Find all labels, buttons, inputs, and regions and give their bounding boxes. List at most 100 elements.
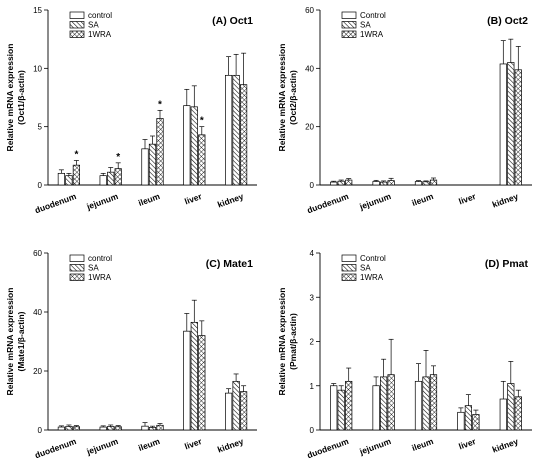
legend-entry: 1WRA (360, 273, 384, 282)
chart-title: (C) Mate1 (206, 258, 253, 270)
y-tick-label: 0 (38, 181, 43, 190)
bar-control-duodenum (330, 385, 338, 431)
chart-title: (A) Oct1 (212, 15, 253, 27)
legend-entry: control (88, 254, 112, 263)
bar-sa-liver (190, 321, 198, 431)
chart-title: (B) Oct2 (487, 15, 528, 27)
x-tick-label-liver: liver (457, 436, 478, 452)
bar-control-kidney (499, 398, 507, 431)
bar-sa-duodenum (65, 426, 73, 431)
bar-sa-jejunum (380, 376, 388, 431)
bar-1wra-kidney (514, 396, 522, 431)
x-tick-label-kidney: kidney (216, 436, 245, 455)
bar-control-liver (183, 105, 191, 186)
legend-swatch (341, 11, 357, 19)
bar-1wra-jejunum (387, 180, 395, 186)
bar-1wra-duodenum (345, 380, 353, 431)
bar-control-duodenum (330, 181, 338, 186)
bar-sa-duodenum (337, 389, 345, 431)
bar-control-kidney (225, 392, 233, 431)
bar-1wra-liver (472, 414, 480, 431)
y-tick-label: 20 (33, 367, 42, 376)
chart-title: (D) Pmat (485, 258, 529, 270)
chart-panel-4: 0 1 2 3 4 Relative mRNA expression (Pmat/β-act… (277, 249, 532, 460)
y-axis-label-sub: (Pmat/β-actin) (288, 313, 298, 370)
y-axis-label: Relative mRNA expression (5, 288, 15, 396)
bar-control-ileum (141, 148, 149, 186)
y-tick-label: 40 (305, 64, 314, 73)
legend-entry: 1WRA (88, 30, 112, 39)
x-tick-label-duodenum: duodenum (306, 436, 351, 460)
x-tick-label-liver: liver (183, 436, 204, 452)
y-tick-label: 0 (310, 181, 315, 190)
legend-swatch (341, 254, 357, 262)
legend-swatch (69, 11, 85, 19)
bar-control-jejunum (372, 385, 380, 431)
bar-1wra-liver (198, 134, 206, 186)
bar-1wra-ileum (429, 179, 438, 186)
legend-entry: SA (88, 264, 99, 273)
x-tick-label-jejunum: jejunum (84, 436, 119, 457)
bar-control-ileum (414, 181, 423, 186)
x-tick-label-ileum: ileum (137, 191, 162, 208)
legend-swatch (69, 254, 85, 262)
legend-entry: 1WRA (88, 273, 112, 282)
x-tick-label-kidney: kidney (216, 191, 245, 210)
bar-1wra-ileum (156, 424, 164, 431)
bar-sa-duodenum (337, 180, 345, 186)
bar-sa-ileum (422, 376, 430, 431)
bar-1wra-liver (198, 335, 206, 431)
legend-swatch (341, 264, 357, 272)
bar-1wra-duodenum (72, 164, 81, 186)
bar-sa-kidney (507, 383, 515, 431)
bar-sa-jejunum (107, 426, 115, 431)
bar-control-liver (183, 330, 191, 431)
bar-sa-kidney (507, 62, 515, 186)
bar-sa-liver (190, 106, 198, 186)
legend-entry: Control (360, 11, 386, 20)
x-tick-label-ileum: ileum (410, 436, 435, 453)
legend-swatch (69, 264, 85, 272)
y-tick-label: 1 (310, 382, 315, 391)
significance-marker: * (74, 150, 78, 161)
x-tick-label-duodenum: duodenum (306, 191, 351, 215)
bar-sa-jejunum (107, 171, 115, 186)
bar-1wra-jejunum (114, 426, 122, 431)
x-tick-label-kidney: kidney (491, 436, 520, 455)
bar-1wra-kidney (240, 84, 248, 186)
bar-1wra-ileum (429, 374, 438, 431)
bar-sa-kidney (232, 380, 240, 431)
bar-sa-ileum (148, 143, 157, 186)
bar-control-jejunum (372, 181, 380, 186)
y-axis-label: Relative mRNA expression (277, 44, 287, 152)
legend-entry: Control (360, 254, 386, 263)
legend-swatch (341, 273, 357, 281)
x-tick-label-duodenum: duodenum (33, 191, 78, 215)
bar-sa-ileum (148, 426, 157, 431)
legend-entry: SA (88, 21, 99, 30)
y-tick-label: 60 (305, 6, 314, 15)
y-tick-label: 3 (310, 293, 315, 302)
y-tick-label: 40 (33, 308, 42, 317)
bar-control-jejunum (99, 175, 107, 186)
bar-control-kidney (225, 74, 233, 186)
y-axis-label: Relative mRNA expression (277, 288, 287, 396)
legend-entry: SA (360, 264, 371, 273)
legend-swatch (69, 273, 85, 281)
bar-sa-liver (464, 405, 472, 431)
x-tick-label-ileum: ileum (410, 191, 435, 208)
bar-1wra-kidney (240, 391, 248, 431)
bar-sa-duodenum (65, 175, 73, 186)
bar-1wra-jejunum (387, 374, 395, 431)
x-tick-label-jejunum: jejunum (84, 191, 119, 212)
chart-panel-2: 0 20 40 60 Relative mRNA expression (Oct2/β-a… (277, 6, 532, 215)
bar-sa-jejunum (380, 181, 388, 186)
legend-swatch (341, 21, 357, 29)
bar-sa-kidney (232, 74, 240, 186)
y-tick-label: 20 (305, 123, 314, 132)
bar-sa-ileum (422, 181, 430, 186)
bar-control-kidney (499, 63, 507, 186)
x-tick-label-liver: liver (457, 191, 478, 207)
